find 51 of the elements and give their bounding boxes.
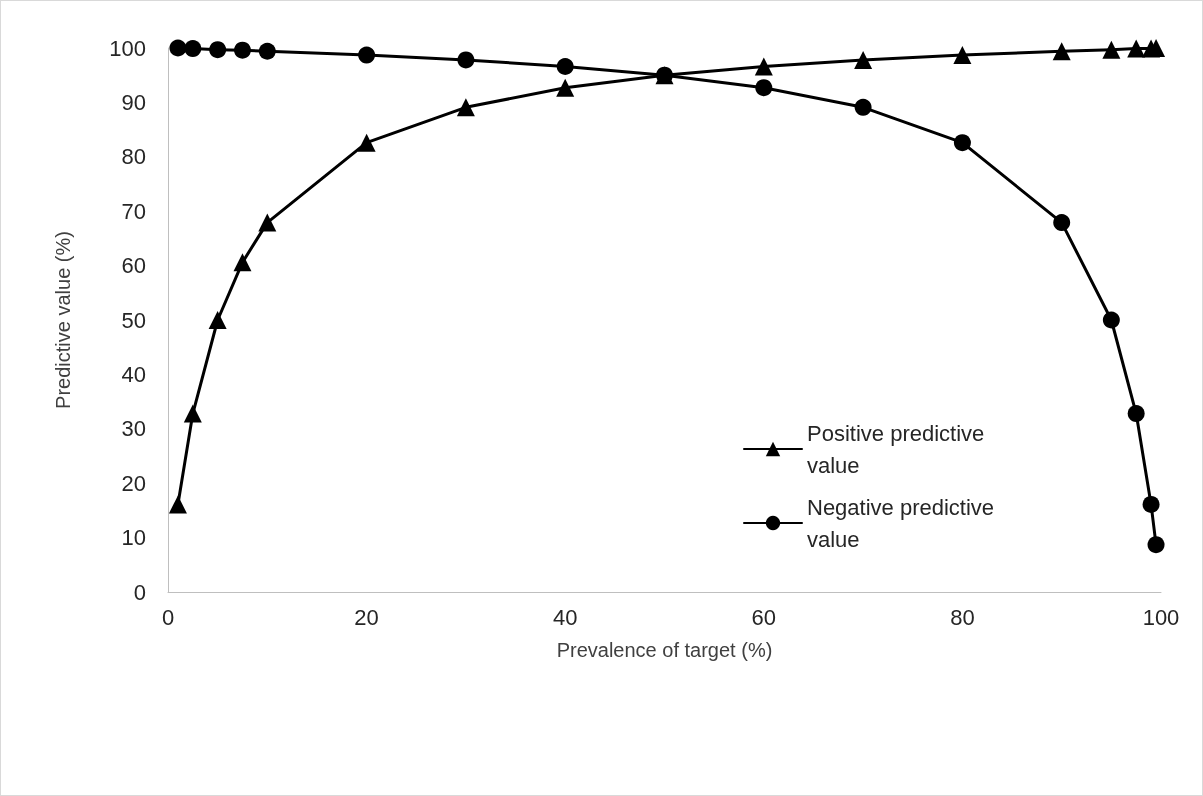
point — [233, 253, 252, 272]
point — [169, 39, 187, 57]
y-tick-label: 30 — [121, 416, 146, 442]
point — [1142, 495, 1160, 513]
x-tick-label: 60 — [751, 604, 777, 630]
point — [854, 50, 873, 69]
point — [183, 404, 202, 423]
point — [1102, 311, 1120, 329]
point — [258, 42, 276, 60]
y-tick-label: 70 — [121, 198, 146, 224]
y-tick-label: 10 — [121, 525, 146, 551]
x-tick-label: 0 — [161, 604, 175, 630]
y-tick-label: 80 — [121, 144, 146, 170]
point — [1102, 40, 1121, 59]
point — [209, 41, 227, 59]
y-tick-label: 0 — [133, 579, 146, 605]
x-tick-label: 20 — [354, 604, 379, 630]
point — [457, 51, 475, 69]
point — [1052, 42, 1071, 61]
y-tick-label: 90 — [121, 89, 146, 115]
x-tick-label: 100 — [1142, 604, 1180, 630]
point — [456, 98, 475, 117]
legend-label: Negative predictive value — [807, 494, 1001, 552]
x-axis-title: Prevalence of target (%) — [556, 639, 773, 661]
y-tick-label: 20 — [121, 470, 146, 496]
point — [168, 495, 187, 514]
point — [1127, 39, 1146, 58]
point — [854, 98, 872, 116]
point — [358, 46, 376, 64]
y-tick-label: 50 — [121, 307, 146, 333]
point — [754, 57, 773, 76]
point — [357, 133, 376, 152]
point — [953, 46, 972, 65]
point — [1147, 536, 1165, 554]
y-tick-label: 40 — [121, 361, 146, 387]
point — [208, 311, 227, 329]
y-tick-label: 60 — [121, 253, 146, 279]
point — [233, 41, 251, 59]
x-tick-label: 40 — [552, 604, 578, 630]
point — [556, 58, 574, 75]
y-axis-title: Predictive value (%) — [52, 231, 74, 409]
legend-label: Positive predictive value — [807, 420, 991, 478]
point — [953, 134, 971, 152]
x-tick-label: 80 — [950, 604, 975, 630]
point — [556, 78, 575, 97]
point — [1053, 214, 1071, 232]
point — [755, 79, 773, 97]
point — [1127, 405, 1145, 423]
point — [258, 213, 277, 232]
y-tick-label: 100 — [109, 35, 146, 61]
point — [184, 40, 202, 58]
